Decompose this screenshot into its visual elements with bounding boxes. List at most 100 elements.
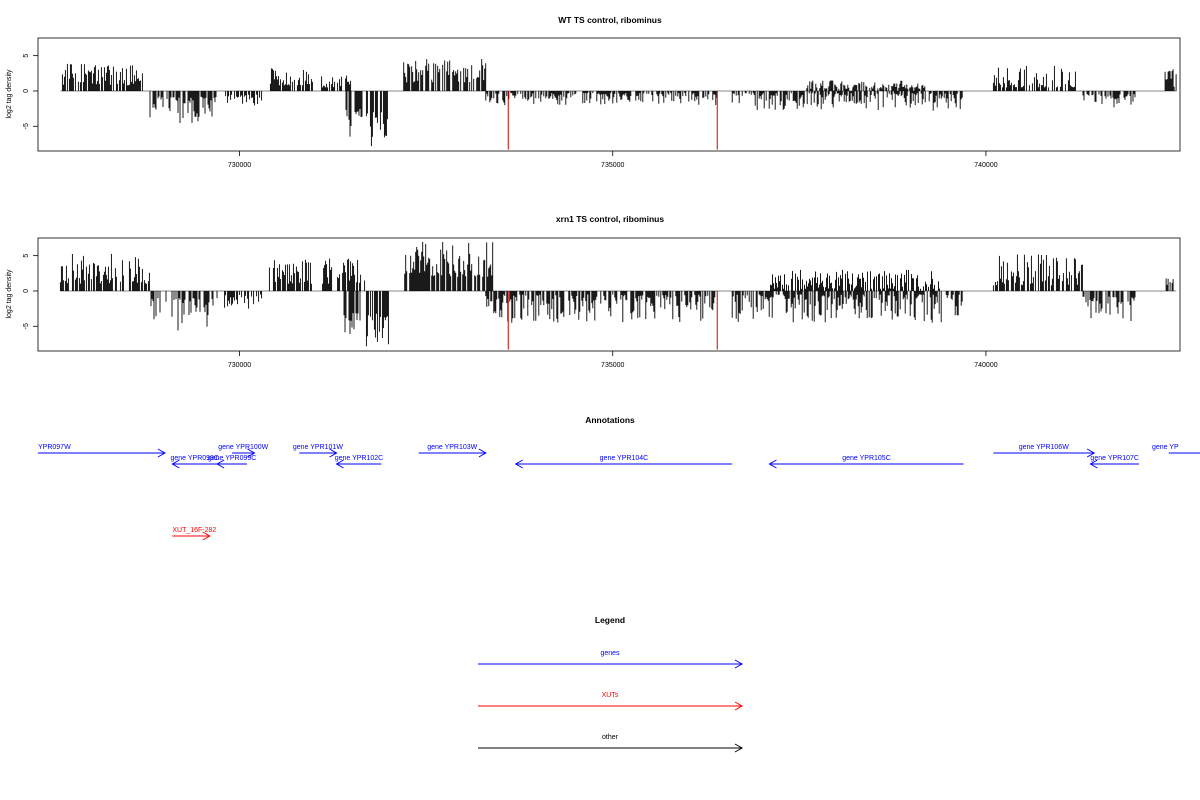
feature-arrowhead [1086,448,1096,458]
feature-label: gene YPR100W [218,444,268,451]
feature-gene-ypr105c: gene YPR105C [768,455,964,469]
legend-entry-xuts: XUTs [478,692,744,711]
feature-arrowhead [329,448,338,458]
wt-signal-bars [60,59,1177,150]
signal-segment-8 [485,291,716,323]
x-tick-label-1: 735000 [601,162,624,169]
signal-segment-12 [1082,91,1136,108]
xrn1-panel: xrn1 TS control, ribominus log2 tag dens… [6,214,1181,369]
signal-segment-0 [61,63,143,91]
signal-segment-5 [345,91,363,137]
wt-panel: WT TS control, ribominus log2 tag densit… [6,15,1181,169]
feature-arrowhead [216,459,225,469]
legend-arrowhead [734,659,744,669]
feature-gene-ypr101w: gene YPR101W [293,444,343,458]
feature-label: gene YPR107C [1090,455,1139,462]
feature-gene-ypr098c: gene YPR098C [170,455,219,469]
legend-label: other [602,734,619,741]
signal-segment-11 [992,254,1083,291]
wt-axes: 730000 735000 740000 -5 0 5 [23,54,998,169]
feature-arrowhead [768,459,777,469]
signal-segment-13 [1165,278,1174,291]
feature-arrowhead [514,459,523,469]
signal-segment-7 [404,242,494,291]
signal-segment-6 [365,291,389,347]
signal-segment-13 [1164,69,1177,91]
feature-arrowhead [202,531,211,541]
feature-label: YPR097W [38,444,71,451]
signal-segment-3 [269,68,313,91]
feature-gene-yp: gene YP [1152,444,1200,454]
feature-label: gene YPR102C [335,455,384,462]
signal-segment-7 [403,59,487,91]
legend-arrowhead [734,701,744,711]
legend-entry-other: other [478,734,744,753]
signal-segment-2 [225,91,263,106]
signal-segment-12 [1082,291,1136,321]
legend-arrowhead [734,743,744,753]
feature-gene-ypr103w: gene YPR103W [418,444,487,458]
xrn1-axes: 730000 735000 740000 -5 0 5 [23,254,998,369]
x-tick-label-0: 730000 [228,162,251,169]
wt-plot-frame [37,37,1181,152]
wt-y-axis-label: log2 tag density [6,69,13,119]
feature-gene-ypr100w: gene YPR100W [218,444,269,458]
signal-segment-0 [59,253,150,291]
feature-label: gene YPR101W [293,444,343,451]
y-tick-label-0: -5 [23,323,30,329]
feature-gene-ypr102c: gene YPR102C [335,455,384,469]
x-tick-label-2: 740000 [974,162,997,169]
signal-segment-11 [992,66,1076,91]
feature-gene-ypr107c: gene YPR107C [1089,455,1139,469]
signal-segment-1 [150,291,218,331]
xrn1-y-axis-label: log2 tag density [6,269,13,319]
feature-label: gene YPR103W [427,444,477,451]
legend: Legend genes XUTs other [478,615,744,753]
feature-ypr097w: YPR097W [38,444,166,458]
y-tick-label-1: 0 [23,89,30,93]
signal-segment-4 [321,75,352,91]
signal-segment-10 [806,80,926,91]
feature-xut_16f-282: XUT_16F-282 [172,527,216,541]
feature-label: gene YP [1152,444,1179,451]
signal-segment-5 [343,291,361,334]
xrn1-panel-title: xrn1 TS control, ribominus [556,214,664,224]
feature-arrowhead [247,448,256,458]
feature-arrowhead [335,459,344,469]
signal-segment-2 [224,291,263,309]
feature-label: XUT_16F-282 [172,527,216,534]
annotations-title: Annotations [585,415,635,425]
feature-arrowhead [157,448,166,458]
xrn1-plot-frame [37,237,1181,352]
signal-segment-9 [731,91,963,111]
y-tick-label-2: 5 [23,54,30,58]
signal-segment-3 [268,259,312,291]
y-tick-label-2: 5 [23,254,30,258]
legend-entries: genes XUTs other [478,650,744,753]
feature-gene-ypr104c: gene YPR104C [514,455,733,469]
feature-label: gene YPR106W [1019,444,1069,451]
wt-panel-title: WT TS control, ribominus [558,15,662,25]
signal-segment-8 [485,91,718,106]
feature-arrowhead [171,459,180,469]
x-tick-label-2: 740000 [974,362,997,369]
feature-label: gene YPR098C [170,455,219,462]
y-tick-label-0: -5 [23,123,30,129]
y-tick-label-1: 0 [23,289,30,293]
signal-segment-1 [149,91,217,123]
feature-label: gene YPR104C [600,455,649,462]
signal-segment-9 [731,291,963,323]
feature-arrowhead [478,448,487,458]
x-tick-label-1: 735000 [601,362,624,369]
feature-gene-ypr099c: gene YPR099C [208,455,256,469]
signal-segment-4 [322,258,366,291]
signal-segment-6 [365,91,388,147]
legend-label: XUTs [602,692,619,699]
feature-label: gene YPR105C [842,455,891,462]
feature-gene-ypr106w: gene YPR106W [993,444,1096,458]
legend-title: Legend [595,615,625,625]
signal-segment-10 [770,269,940,291]
